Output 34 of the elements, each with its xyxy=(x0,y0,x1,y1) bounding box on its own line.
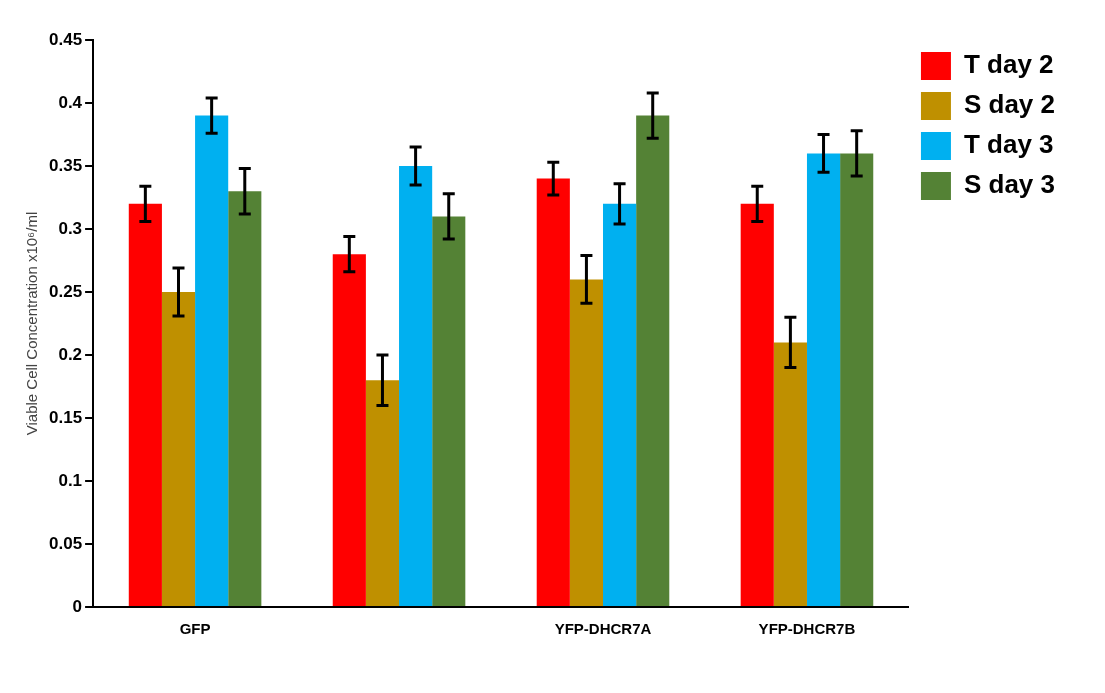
y-tick-label: 0.05 xyxy=(48,533,83,553)
bar xyxy=(536,178,570,606)
y-tick-label: 0.2 xyxy=(58,344,83,364)
bar xyxy=(161,292,196,606)
y-tick-label: 0.1 xyxy=(58,470,83,490)
x-tick-label: YFP-DHCR7B xyxy=(758,620,856,638)
bar xyxy=(128,203,162,606)
bar xyxy=(840,153,874,606)
legend-label: S day 2 xyxy=(963,89,1056,120)
y-tick-label: 0.3 xyxy=(58,218,83,238)
x-tick-label: GFP xyxy=(179,620,211,638)
bar xyxy=(365,380,400,606)
y-tick-label: 0.35 xyxy=(48,155,83,175)
bar xyxy=(636,115,670,606)
bar xyxy=(806,153,841,606)
legend-label: T day 3 xyxy=(963,129,1054,160)
x-tick-label: YFP-DHCR7A xyxy=(554,620,652,638)
bar xyxy=(195,115,229,606)
y-tick-label: 0.25 xyxy=(48,281,83,301)
bar xyxy=(399,166,433,606)
bar xyxy=(569,279,603,606)
y-tick-label: 0.4 xyxy=(58,92,83,112)
bar xyxy=(332,254,366,606)
bar xyxy=(740,203,774,606)
legend-label: S day 3 xyxy=(963,169,1056,200)
legend-label: T day 2 xyxy=(963,49,1054,80)
y-tick-label: 0.45 xyxy=(48,29,83,49)
bar xyxy=(603,203,637,606)
y-axis-title: Viable Cell Concentration x10⁶/ml xyxy=(23,211,41,436)
bar xyxy=(773,342,807,606)
y-tick-label: 0 xyxy=(72,596,83,616)
bar xyxy=(228,191,262,606)
y-tick-label: 0.15 xyxy=(48,407,83,427)
bar xyxy=(432,216,466,606)
